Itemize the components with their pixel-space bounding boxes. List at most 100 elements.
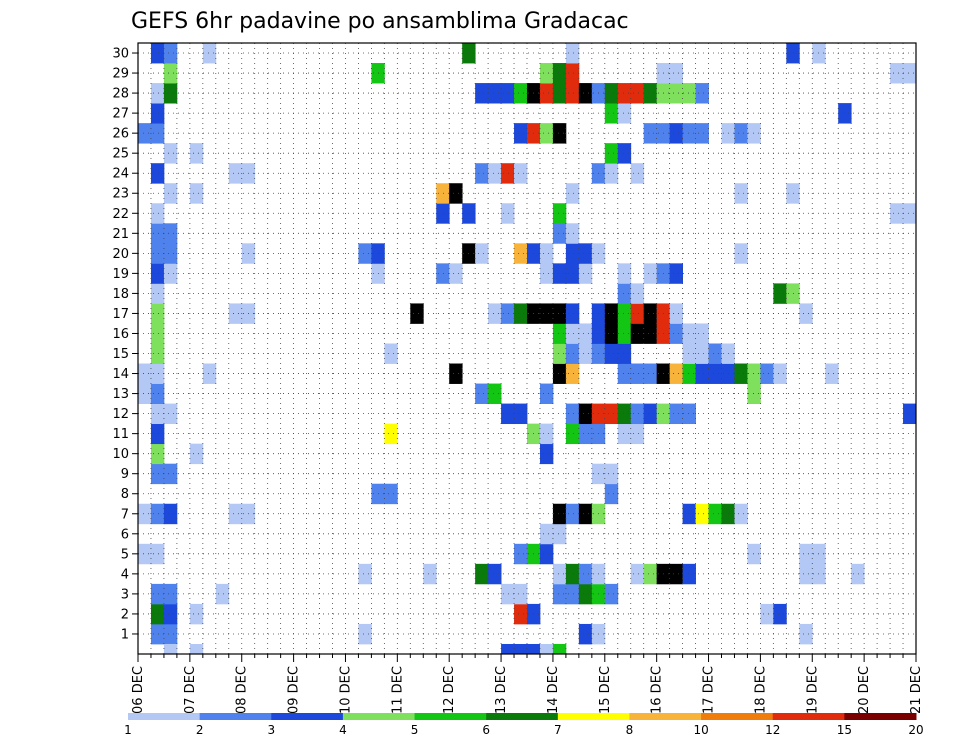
y-tick-label: 30 <box>112 47 129 62</box>
heatmap-cell <box>163 263 178 284</box>
heatmap-cell <box>604 403 619 425</box>
heatmap-cell <box>773 363 787 384</box>
colorbar-swatch <box>199 713 272 720</box>
heatmap-cell <box>825 363 839 384</box>
heatmap-cell <box>552 223 567 244</box>
heatmap-cell <box>501 163 515 184</box>
heatmap-cell <box>643 123 658 144</box>
y-tick-label: 8 <box>121 487 129 502</box>
heatmap-cell <box>488 303 502 324</box>
x-tick-label: 13 DEC <box>494 666 509 714</box>
heatmap-cell <box>436 183 450 204</box>
heatmap-cell <box>708 363 722 384</box>
heatmap-cell <box>150 403 165 425</box>
colorbar-label: 15 <box>837 723 852 737</box>
heatmap-cell <box>734 243 748 264</box>
heatmap-cell <box>163 623 178 645</box>
x-tick-label: 07 DEC <box>183 666 198 714</box>
heatmap-cell <box>449 263 463 284</box>
y-tick-label: 17 <box>112 307 129 322</box>
heatmap-cell <box>669 263 683 284</box>
heatmap-cell <box>682 503 696 525</box>
heatmap-cell <box>682 403 696 425</box>
heatmap-cell <box>643 403 658 425</box>
y-tick-label: 19 <box>112 267 129 282</box>
heatmap-cell <box>202 363 217 384</box>
x-tick-label: 14 DEC <box>546 666 561 714</box>
heatmap-cell <box>565 263 580 284</box>
heatmap-cell <box>565 363 580 384</box>
x-tick-label: 18 DEC <box>753 666 768 714</box>
heatmap-cell <box>150 323 165 344</box>
heatmap-cell <box>578 423 593 445</box>
heatmap-cell <box>799 303 813 324</box>
heatmap-cell <box>449 183 463 204</box>
heatmap-cell <box>475 83 489 104</box>
heatmap-cell <box>539 83 554 104</box>
heatmap-cell <box>565 303 580 324</box>
heatmap-cell <box>539 423 554 445</box>
y-tick-label: 25 <box>112 147 129 162</box>
colorbar-swatch <box>414 713 487 720</box>
y-tick-label: 2 <box>121 607 129 622</box>
heatmap-cell <box>643 263 658 284</box>
heatmap-cell <box>578 623 593 645</box>
colorbar-swatch <box>342 713 416 720</box>
y-tick-label: 3 <box>121 587 129 602</box>
colorbar-swatch <box>128 713 201 720</box>
heatmap-cell <box>514 583 528 605</box>
heatmap-cell <box>488 383 502 404</box>
y-tick-label: 10 <box>112 447 129 462</box>
heatmap-cell <box>552 583 567 605</box>
x-tick-label: 08 DEC <box>235 666 250 714</box>
heatmap-cell <box>150 463 165 485</box>
y-tick-label: 23 <box>112 187 129 202</box>
heatmap-cell <box>163 83 178 104</box>
heatmap-cell <box>501 83 515 104</box>
heatmap-cell <box>604 83 619 104</box>
heatmap-cell <box>488 83 502 104</box>
heatmap-cell <box>669 363 683 384</box>
y-tick-label: 13 <box>112 387 129 402</box>
heatmap-cell <box>501 643 515 655</box>
heatmap-cell <box>150 283 165 304</box>
heatmap-cell <box>734 123 748 144</box>
heatmap-cell <box>643 363 658 384</box>
heatmap-cell <box>539 243 554 264</box>
heatmap-cell <box>552 203 567 224</box>
heatmap-cell <box>539 303 554 324</box>
colorbar-swatch <box>772 713 845 720</box>
heatmap-cell <box>163 183 178 204</box>
heatmap-cell <box>539 63 554 84</box>
heatmap-cell <box>695 83 709 104</box>
heatmap-cell <box>604 483 619 505</box>
heatmap-cell <box>695 503 709 525</box>
y-tick-label: 4 <box>121 567 129 582</box>
heatmap-cell <box>150 423 165 445</box>
heatmap-cell <box>501 203 515 224</box>
heatmap-cell <box>150 543 165 565</box>
heatmap-cell <box>890 203 904 224</box>
heatmap-cell <box>604 143 619 164</box>
heatmap-cell <box>539 263 554 284</box>
y-tick-label: 1 <box>121 627 129 642</box>
heatmap-cell <box>630 423 645 445</box>
x-tick-label: 09 DEC <box>287 666 302 714</box>
chart-title: GEFS 6hr padavine po ansamblima Gradacac <box>131 9 629 34</box>
heatmap-cell <box>604 343 619 364</box>
heatmap-cell <box>604 463 619 485</box>
heatmap-cell <box>734 183 748 204</box>
colorbar-label: 12 <box>765 723 780 737</box>
heatmap-cell <box>436 263 450 284</box>
y-tick-label: 7 <box>121 507 129 522</box>
heatmap-cell <box>903 203 917 224</box>
y-tick-label: 22 <box>112 207 129 222</box>
y-tick-label: 20 <box>112 247 129 262</box>
heatmap-cell <box>475 383 489 404</box>
colorbar-swatch <box>701 713 774 720</box>
heatmap-cell <box>669 323 683 344</box>
heatmap-cell <box>604 303 619 324</box>
heatmap-cell <box>669 123 683 144</box>
x-tick-label: 15 DEC <box>598 666 613 714</box>
y-tick-label: 21 <box>112 227 129 242</box>
